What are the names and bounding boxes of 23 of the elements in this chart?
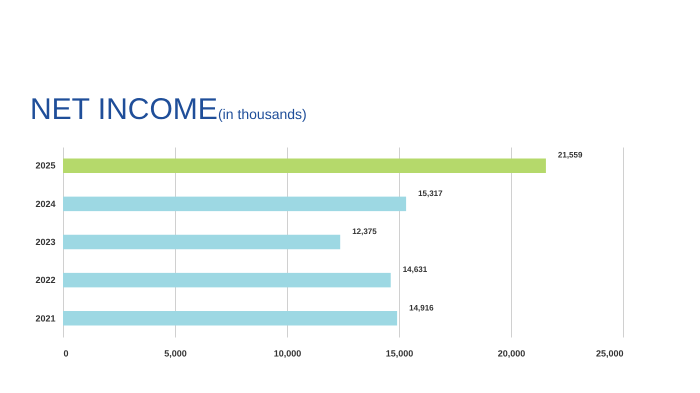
data-label: 15,317 xyxy=(418,188,444,198)
bar xyxy=(63,196,406,212)
data-label: 14,631 xyxy=(402,265,428,274)
x-tick-label: 0 xyxy=(64,348,69,358)
bar xyxy=(63,234,340,250)
x-tick-label: 20,000 xyxy=(498,348,526,358)
x-tick-label: 5,000 xyxy=(164,348,187,358)
bar xyxy=(63,272,391,288)
y-tick-label: 2023 xyxy=(35,237,56,247)
y-tick-label: 2025 xyxy=(35,160,56,171)
data-label: 12,375 xyxy=(352,227,378,236)
y-tick-label: 2022 xyxy=(35,275,56,286)
chart-subtitle: (in thousands) xyxy=(218,106,307,122)
data-label: 21,559 xyxy=(558,150,583,160)
chart-title: NET INCOME xyxy=(30,93,218,126)
bar xyxy=(63,311,398,326)
data-label: 14,916 xyxy=(409,303,434,312)
x-tick-label: 10,000 xyxy=(274,348,302,358)
bar xyxy=(63,158,546,173)
y-tick-label: 2021 xyxy=(35,313,56,324)
y-tick-label: 2024 xyxy=(35,198,56,209)
x-tick-label: 15,000 xyxy=(386,348,414,358)
x-tick-label: 25,000 xyxy=(596,348,624,358)
